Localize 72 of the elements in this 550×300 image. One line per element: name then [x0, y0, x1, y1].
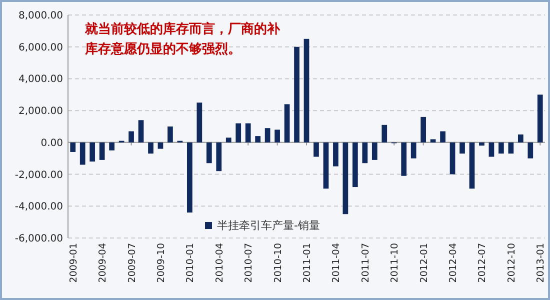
bar — [148, 142, 154, 154]
x-tick-label: 2011-10 — [390, 243, 401, 283]
bar — [274, 130, 280, 142]
bar — [314, 142, 319, 157]
x-tick-label: 2013-01 — [536, 243, 547, 283]
bar — [508, 142, 514, 154]
x-tick-label: 2011-04 — [331, 243, 342, 283]
annotation: 就当前较低的库存而言，厂商的补库存意愿仍显的不够强烈。 — [85, 20, 282, 59]
bar — [488, 142, 494, 157]
bar — [80, 142, 86, 165]
bar — [245, 123, 251, 142]
bar — [206, 142, 212, 164]
x-tick-label: 2009-01 — [68, 243, 80, 283]
x-tick-label: 2011-07 — [360, 243, 372, 283]
bar — [430, 139, 436, 142]
y-tick-label: 2,000.00 — [18, 106, 63, 118]
bar — [342, 142, 348, 214]
x-tick-label: 2010-01 — [185, 243, 196, 283]
bar — [128, 131, 134, 142]
bar — [226, 138, 232, 142]
bar — [284, 104, 290, 142]
bar — [450, 142, 456, 174]
x-tick-label: 2012-04 — [448, 243, 460, 283]
bar — [528, 142, 534, 158]
bar — [216, 142, 222, 172]
y-tick-label: -4,000.00 — [14, 202, 63, 213]
bar — [440, 131, 446, 142]
bar — [90, 142, 96, 162]
bar — [294, 46, 300, 142]
y-tick-label: -2,000.00 — [14, 170, 63, 181]
bar — [420, 116, 426, 142]
bar — [158, 142, 164, 149]
bar — [382, 124, 388, 142]
bar — [304, 38, 310, 142]
y-tick-label: -6,000.00 — [14, 234, 63, 244]
legend: 半挂牵引车产量-销量 — [205, 219, 320, 232]
bar — [498, 142, 504, 154]
bar — [518, 134, 524, 142]
y-tick-label: 4,000.00 — [18, 74, 63, 86]
bar — [362, 142, 368, 164]
bar — [196, 102, 202, 142]
x-tick-label: 2011-01 — [302, 243, 313, 283]
bar — [70, 142, 76, 152]
bar — [460, 142, 465, 154]
bar — [372, 142, 378, 160]
x-tick-label: 2010-10 — [272, 243, 284, 283]
x-tick-label: 2009-04 — [98, 243, 109, 283]
bar — [537, 94, 543, 142]
y-tick-label: 8,000.00 — [18, 10, 63, 22]
x-tick-label: 2012-07 — [477, 243, 488, 283]
x-tick-label: 2012-10 — [506, 243, 518, 283]
bar — [236, 123, 242, 142]
bar — [352, 142, 358, 188]
bar — [401, 142, 407, 176]
bar — [323, 142, 329, 189]
x-tick-label: 2009-07 — [126, 243, 138, 283]
x-tick-label: 2012-01 — [418, 243, 430, 283]
bar — [264, 128, 270, 142]
bar — [187, 142, 192, 213]
y-tick-label: 6,000.00 — [18, 42, 63, 54]
bar — [410, 142, 416, 158]
x-tick-label: 2009-10 — [156, 243, 167, 283]
x-tick-label: 2010-04 — [214, 243, 226, 283]
bar — [333, 142, 338, 166]
y-tick-label: 0.00 — [40, 138, 63, 149]
bar — [255, 136, 261, 142]
bar — [99, 142, 105, 160]
bar — [138, 120, 144, 142]
bar — [168, 126, 173, 142]
bar — [469, 142, 475, 189]
bar — [109, 142, 114, 150]
x-tick-label: 2010-07 — [244, 243, 255, 283]
